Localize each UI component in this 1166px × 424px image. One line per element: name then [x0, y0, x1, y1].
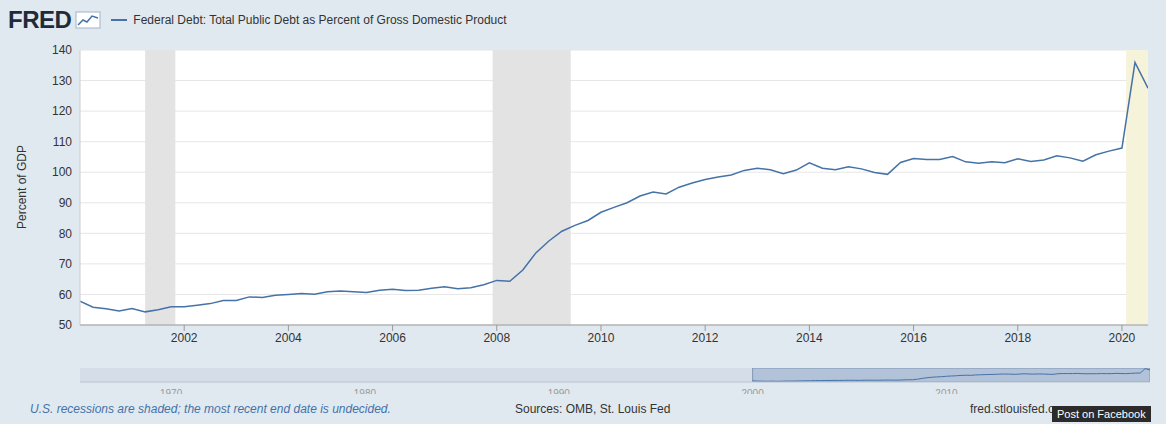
svg-text:110: 110	[53, 135, 72, 149]
svg-text:2008: 2008	[483, 331, 510, 345]
html-text:Sources: OMB, St. Louis Fed: Sources: OMB, St. Louis Fed	[515, 402, 671, 416]
svg-text:90: 90	[59, 196, 73, 210]
svg-text:2000: 2000	[742, 388, 765, 394]
svg-text:1990: 1990	[548, 388, 571, 394]
svg-text:120: 120	[52, 104, 72, 118]
svg-text:2018: 2018	[1004, 331, 1031, 345]
svg-text:2016: 2016	[900, 331, 927, 345]
html-text:Federal Debt: Total Public Deb: Federal Debt: Total Public Debt as Perce…	[133, 13, 507, 27]
svg-text:50: 50	[59, 318, 73, 332]
svg-text:80: 80	[59, 227, 73, 241]
svg-text:130: 130	[52, 74, 72, 88]
svg-text:2012: 2012	[692, 331, 719, 345]
svg-text:2014: 2014	[796, 331, 823, 345]
svg-text:2004: 2004	[275, 331, 302, 345]
html-text:U.S. recessions are shaded; th: U.S. recessions are shaded; the most rec…	[30, 402, 391, 416]
svg-text:1980: 1980	[354, 388, 377, 394]
svg-text:2010: 2010	[588, 331, 615, 345]
html-text:FRED: FRED	[8, 6, 72, 33]
html-text:Post on Facebook: Post on Facebook	[1057, 408, 1146, 420]
svg-text:2020: 2020	[1109, 331, 1136, 345]
html-text:fred.stlouisfed.org: fred.stlouisfed.org	[970, 402, 1066, 416]
svg-text:60: 60	[59, 288, 73, 302]
svg-text:70: 70	[59, 257, 73, 271]
svg-text:2010: 2010	[935, 388, 958, 394]
html-text:Percent of GDP: Percent of GDP	[15, 145, 29, 229]
svg-text:2006: 2006	[379, 331, 406, 345]
svg-text:140: 140	[52, 43, 72, 57]
svg-text:100: 100	[52, 165, 72, 179]
svg-text:2002: 2002	[171, 331, 198, 345]
svg-text:1970: 1970	[160, 388, 183, 394]
